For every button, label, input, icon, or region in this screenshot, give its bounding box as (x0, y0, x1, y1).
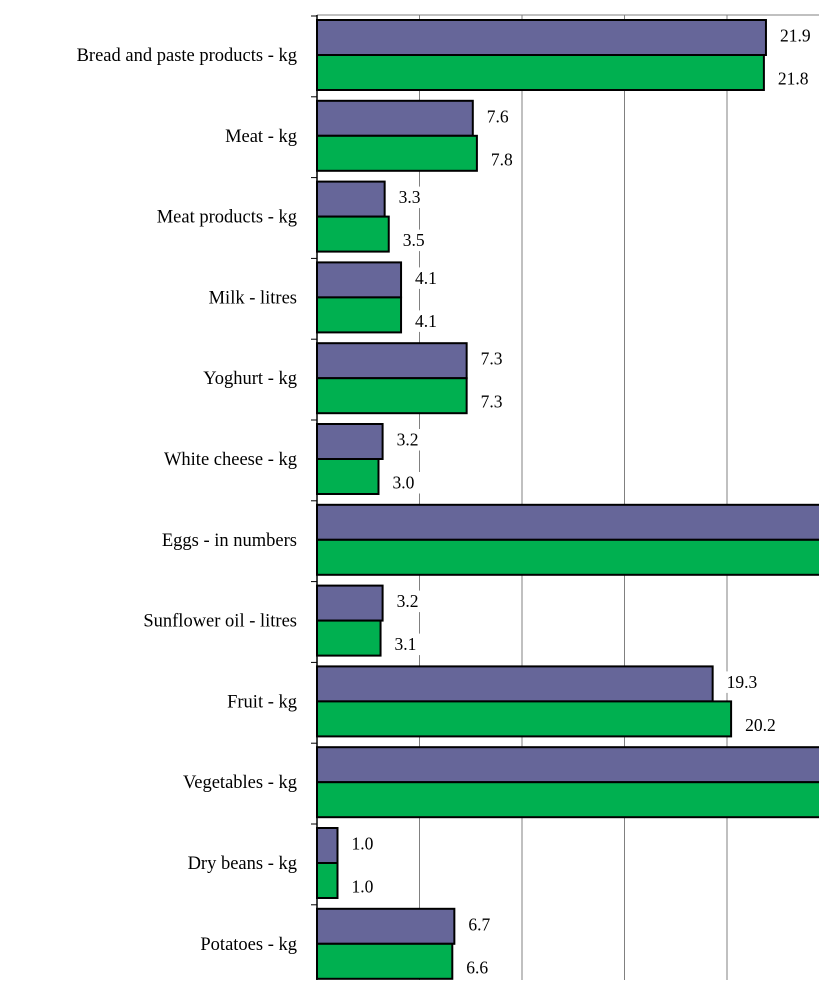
bar-series-a (317, 666, 713, 701)
category-label: Eggs - in numbers (162, 531, 297, 551)
bar-series-a (317, 101, 473, 136)
bar-series-a (317, 182, 385, 217)
data-label-series-a: 4.1 (415, 268, 437, 288)
category-label: Fruit - kg (227, 692, 297, 712)
category-label: Yoghurt - kg (203, 369, 297, 389)
bar-series-a (317, 262, 401, 297)
category-label: Vegetables - kg (183, 773, 297, 793)
bar-series-b (317, 378, 467, 413)
category-label: Bread and paste products - kg (77, 46, 297, 66)
category-label: Potatoes - kg (200, 935, 297, 955)
bar-series-b (317, 136, 477, 171)
bar-series-b (317, 540, 819, 575)
data-label-series-a: 7.3 (481, 349, 503, 369)
bar-series-a (317, 505, 819, 540)
category-label: Milk - litres (209, 288, 297, 308)
category-label: Sunflower oil - litres (143, 612, 297, 632)
data-label-series-b: 1.0 (352, 877, 374, 897)
data-label-series-b: 6.6 (466, 957, 488, 977)
bar-series-a (317, 747, 819, 782)
bar-series-a (317, 20, 766, 55)
bar-series-b (317, 217, 389, 252)
bar-series-a (317, 828, 338, 863)
bar-layer (317, 20, 819, 979)
category-label: White cheese - kg (164, 450, 297, 470)
bar-series-b (317, 701, 731, 736)
bar-series-a (317, 586, 383, 621)
bar-series-b (317, 944, 452, 979)
category-label-layer: Bread and paste products - kg Meat - kg Me… (77, 46, 297, 955)
data-label-series-b: 7.8 (491, 149, 513, 169)
bar-series-b (317, 863, 338, 898)
data-label-series-b: 21.8 (778, 69, 809, 89)
data-label-series-a: 21.9 (780, 26, 811, 46)
bar-series-b (317, 297, 401, 332)
bar-series-b (317, 459, 379, 494)
bar-series-b (317, 782, 819, 817)
data-label-series-a: 1.0 (352, 834, 374, 854)
category-label: Meat - kg (225, 127, 297, 147)
data-label-series-a: 19.3 (727, 672, 758, 692)
category-label: Meat products - kg (157, 208, 297, 228)
data-label-series-b: 3.0 (393, 473, 415, 493)
data-label-series-b: 3.1 (395, 634, 417, 654)
bar-series-b (317, 55, 764, 90)
data-label-series-a: 7.6 (487, 106, 509, 126)
data-label-series-b: 3.5 (403, 230, 425, 250)
data-label-series-a: 3.2 (397, 430, 419, 450)
category-label: Dry beans - kg (188, 854, 297, 874)
bar-series-a (317, 909, 454, 944)
data-label-series-b: 7.3 (481, 392, 503, 412)
bar-series-a (317, 424, 383, 459)
data-label-series-a: 3.3 (399, 187, 421, 207)
data-label-series-b: 20.2 (745, 715, 776, 735)
bar-series-a (317, 343, 467, 378)
data-label-series-b: 4.1 (415, 311, 437, 331)
data-label-series-a: 6.7 (468, 914, 490, 934)
data-label-series-a: 3.2 (397, 591, 419, 611)
bar-series-b (317, 621, 381, 656)
